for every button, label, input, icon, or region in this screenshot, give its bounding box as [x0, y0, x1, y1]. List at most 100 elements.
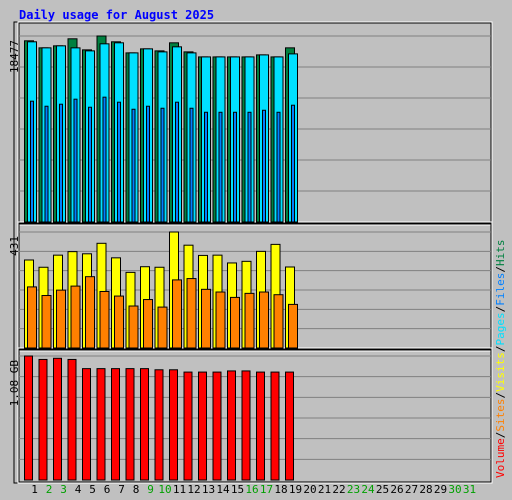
x-tick-label: 21: [318, 483, 331, 496]
x-tick-label: 24: [361, 483, 375, 496]
panel-highlight: [17, 21, 493, 226]
x-tick-label: 2: [46, 483, 53, 496]
sites-bar: [85, 276, 95, 349]
sites-bar: [70, 285, 81, 349]
x-tick-label: 3: [60, 483, 67, 496]
x-tick-label: 19: [289, 483, 302, 496]
volume-bar: [67, 358, 77, 481]
volume-bar: [183, 371, 193, 481]
sites-bar: [56, 289, 66, 349]
sites-bar: [201, 288, 211, 349]
sites-bar: [259, 291, 269, 349]
legend-sep: /: [494, 346, 507, 353]
sites-bar: [172, 279, 182, 349]
volume-bar: [140, 368, 149, 481]
volume-bar: [212, 371, 222, 481]
x-tick-label: 27: [405, 483, 418, 496]
sites-bar: [244, 292, 255, 349]
sites-bar: [128, 305, 139, 349]
x-tick-label: 1: [31, 483, 38, 496]
x-tick-label: 30: [448, 483, 461, 496]
legend-volume: Volume: [494, 438, 507, 478]
x-tick-label: 18: [274, 483, 287, 496]
volume-bar: [82, 368, 91, 481]
sites-bar: [27, 286, 37, 349]
files-bar: [247, 111, 252, 223]
volume-bar: [169, 369, 178, 481]
files-bar: [73, 98, 78, 223]
volume-bar: [53, 357, 62, 481]
sites-bar: [273, 294, 284, 349]
volume-bar: [154, 369, 164, 481]
x-tick-label: 26: [390, 483, 403, 496]
files-bar: [189, 107, 194, 223]
volume-bar: [241, 370, 251, 481]
sites-bar: [157, 306, 168, 349]
x-tick-label: 9: [147, 483, 154, 496]
panel-frame: [18, 348, 492, 483]
files-bar: [102, 96, 107, 223]
legend-sep: /: [494, 306, 507, 313]
x-tick-label: 22: [332, 483, 345, 496]
x-tick-label: 17: [260, 483, 273, 496]
legend-sep: /: [494, 392, 507, 399]
volume-bar: [227, 370, 236, 481]
x-tick-label: 23: [347, 483, 360, 496]
sites-bar: [99, 290, 110, 349]
x-tick-label: 5: [89, 483, 96, 496]
x-tick-label: 7: [118, 483, 125, 496]
x-tick-label: 6: [104, 483, 111, 496]
legend-visits: Visits: [494, 352, 507, 392]
volume-bar: [270, 371, 280, 481]
files-bar: [291, 104, 295, 223]
chart-title: Daily usage for August 2025: [19, 8, 214, 22]
volume-bar: [96, 368, 106, 481]
legend-hits: Hits: [494, 240, 507, 267]
legend-sites: Sites: [494, 399, 507, 432]
files-bar: [276, 111, 281, 223]
volume-bar: [111, 368, 120, 481]
x-tick-label: 16: [245, 483, 258, 496]
sites-bar: [114, 295, 124, 349]
files-bar: [218, 111, 223, 223]
panel-frame: [18, 22, 492, 225]
files-bar: [146, 105, 150, 223]
panel-frame: [18, 222, 492, 351]
sites-bar: [143, 299, 153, 349]
volume-bar: [256, 371, 265, 481]
legend: Volume/Sites/Visits/Pages/Files/Hits: [494, 240, 507, 479]
volume-bar: [285, 371, 294, 481]
panel-highlight: [17, 221, 493, 352]
legend-sep: /: [494, 266, 507, 273]
x-tick-label: 29: [434, 483, 447, 496]
x-tick-label: 25: [376, 483, 389, 496]
sites-bar: [215, 291, 226, 349]
x-tick-label: 15: [231, 483, 244, 496]
x-tick-label: 31: [463, 483, 476, 496]
x-tick-label: 20: [303, 483, 316, 496]
files-bar: [160, 107, 165, 223]
files-bar: [30, 100, 34, 223]
files-bar: [59, 103, 63, 223]
panel-highlight: [17, 347, 493, 484]
x-tick-label: 8: [133, 483, 140, 496]
x-tick-label: 4: [75, 483, 82, 496]
volume-bar: [198, 371, 207, 481]
x-tick-label: 11: [173, 483, 186, 496]
files-bar: [262, 109, 266, 223]
x-tick-label: 13: [202, 483, 215, 496]
x-tick-label: 10: [158, 483, 171, 496]
volume-bar: [38, 358, 48, 481]
volume-bar: [125, 368, 135, 481]
y-max-label: 431: [8, 236, 21, 256]
y-max-label: 1.08 GB: [8, 360, 21, 407]
volume-bar: [24, 355, 33, 481]
files-bar: [175, 101, 179, 223]
x-tick-label: 12: [187, 483, 200, 496]
files-bar: [44, 105, 49, 223]
files-bar: [131, 108, 136, 223]
legend-text: Volume/Sites/Visits/Pages/Files/Hits: [494, 240, 507, 479]
sites-bar: [41, 295, 52, 349]
x-tick-label: 14: [216, 483, 230, 496]
